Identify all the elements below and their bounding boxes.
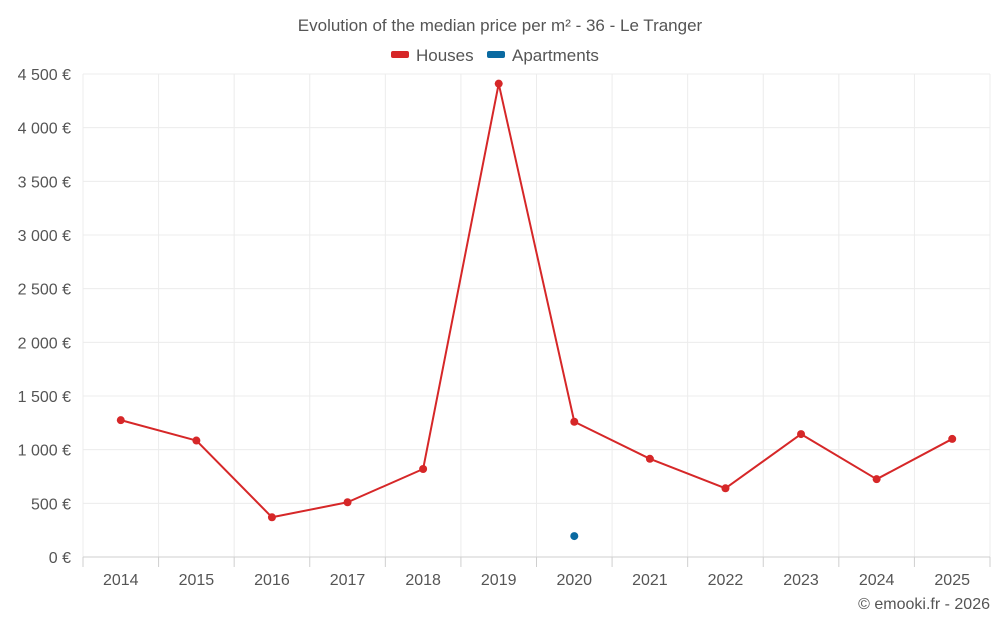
x-tick-label: 2014 (103, 572, 139, 589)
x-axis: 2014 2015 2016 2017 2018 2019 2020 2021 2022 2023… (83, 557, 990, 589)
data-point-houses-2016[interactable] (268, 513, 276, 521)
x-tick-label: 2022 (708, 572, 744, 589)
x-tick-label: 2020 (556, 572, 592, 589)
y-tick-label: 1 000 € (18, 443, 71, 460)
data-point-houses-2022[interactable] (721, 484, 729, 492)
x-tick-label: 2016 (254, 572, 290, 589)
data-point-houses-2019[interactable] (495, 80, 503, 88)
x-tick-label: 2017 (330, 572, 366, 589)
y-tick-label: 0 € (49, 550, 71, 567)
y-tick-label: 3 000 € (18, 228, 71, 245)
legend-swatch-houses (391, 51, 409, 58)
x-tick-label: 2025 (934, 572, 970, 589)
y-axis: 0 € 500 € 1 000 € 1 500 € 2 000 € 2 500 € 3 00… (18, 67, 71, 567)
legend-label-houses: Houses (416, 46, 474, 65)
legend-swatch-apartments (487, 51, 505, 58)
data-point-houses-2021[interactable] (646, 455, 654, 463)
x-tick-label: 2021 (632, 572, 668, 589)
credit-text: © emooki.fr - 2026 (858, 596, 990, 613)
y-tick-label: 500 € (31, 496, 71, 513)
y-tick-label: 2 000 € (18, 335, 71, 352)
legend-label-apartments: Apartments (512, 46, 599, 65)
data-point-houses-2017[interactable] (344, 498, 352, 506)
legend-item-apartments[interactable]: Apartments (487, 46, 599, 65)
x-tick-label: 2023 (783, 572, 819, 589)
line-chart: Evolution of the median price per m² - 3… (0, 0, 1000, 625)
data-point-houses-2018[interactable] (419, 465, 427, 473)
y-tick-label: 2 500 € (18, 282, 71, 299)
data-point-houses-2025[interactable] (948, 435, 956, 443)
x-tick-label: 2019 (481, 572, 517, 589)
y-tick-label: 4 000 € (18, 121, 71, 138)
legend: Houses Apartments (391, 46, 599, 65)
x-tick-label: 2024 (859, 572, 895, 589)
data-point-houses-2015[interactable] (192, 437, 200, 445)
x-tick-label: 2018 (405, 572, 441, 589)
data-point-houses-2024[interactable] (873, 475, 881, 483)
legend-item-houses[interactable]: Houses (391, 46, 474, 65)
y-tick-label: 1 500 € (18, 389, 71, 406)
x-tick-label: 2015 (179, 572, 215, 589)
chart-title: Evolution of the median price per m² - 3… (298, 16, 703, 35)
grid (83, 74, 990, 557)
data-point-houses-2020[interactable] (570, 418, 578, 426)
data-point-houses-2023[interactable] (797, 430, 805, 438)
data-point-apartments-2020[interactable] (570, 532, 578, 540)
y-tick-label: 3 500 € (18, 174, 71, 191)
y-tick-label: 4 500 € (18, 67, 71, 84)
data-point-houses-2014[interactable] (117, 416, 125, 424)
